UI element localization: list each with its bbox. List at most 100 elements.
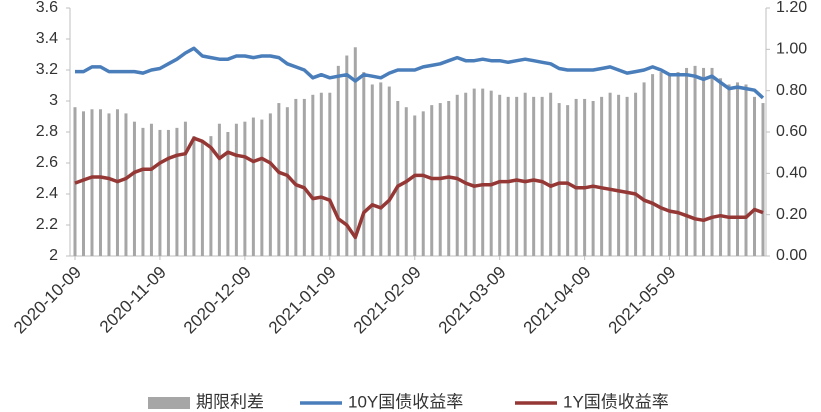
bar xyxy=(540,96,544,256)
bar xyxy=(294,98,298,256)
bar xyxy=(81,111,85,256)
bar xyxy=(702,67,706,256)
bar xyxy=(200,142,204,256)
bar xyxy=(90,109,94,257)
y2-tick-label: 1.20 xyxy=(776,0,807,16)
bar xyxy=(710,67,714,256)
bar xyxy=(183,121,187,257)
bar xyxy=(260,119,264,256)
bar xyxy=(421,111,425,256)
bar xyxy=(285,107,289,256)
legend-label: 期限利差 xyxy=(196,392,264,411)
x-tick-label: 2021-01-09 xyxy=(265,263,340,338)
bar xyxy=(243,121,247,257)
bar xyxy=(217,123,221,256)
bar xyxy=(642,82,646,257)
x-tick-label: 2020-12-09 xyxy=(180,263,255,338)
bar xyxy=(124,113,128,257)
bar xyxy=(311,94,315,256)
bar xyxy=(761,103,765,256)
bar xyxy=(149,123,153,256)
bar xyxy=(455,94,459,256)
bar xyxy=(608,92,612,256)
x-tick-label: 2021-05-09 xyxy=(605,263,680,338)
bar xyxy=(693,65,697,256)
bar xyxy=(396,101,400,256)
bar xyxy=(430,105,434,256)
x-tick-label: 2020-10-09 xyxy=(10,263,85,338)
bar xyxy=(659,72,663,256)
bar xyxy=(158,129,162,256)
bar xyxy=(532,96,536,256)
bar xyxy=(464,92,468,256)
y2-tick-label: 0.00 xyxy=(776,247,807,264)
legend-label: 1Y国债收益率 xyxy=(563,392,669,411)
bar xyxy=(319,92,323,256)
bar xyxy=(753,96,757,256)
y-tick-label: 3 xyxy=(49,92,58,109)
bar xyxy=(685,67,689,256)
y2-tick-label: 0.60 xyxy=(776,123,807,140)
bar xyxy=(634,92,638,256)
bar xyxy=(600,96,604,256)
bar xyxy=(719,78,723,257)
x-tick-label: 2021-03-09 xyxy=(435,263,510,338)
bar xyxy=(353,47,357,257)
bar xyxy=(574,98,578,256)
bar xyxy=(98,109,102,257)
y-tick-label: 2.8 xyxy=(36,123,58,140)
bar xyxy=(489,90,493,257)
bar xyxy=(268,113,272,257)
y2-tick-label: 0.20 xyxy=(776,206,807,223)
y-tick-label: 2.2 xyxy=(36,216,58,233)
bar xyxy=(251,117,255,257)
bar xyxy=(506,96,510,256)
bar xyxy=(345,55,349,257)
y-tick-label: 2 xyxy=(49,247,58,264)
bar xyxy=(676,72,680,256)
bar xyxy=(370,84,374,256)
bar xyxy=(379,82,383,257)
line xyxy=(75,46,765,100)
y-tick-label: 2.4 xyxy=(36,185,58,202)
bar xyxy=(625,96,629,256)
bar xyxy=(277,103,281,256)
y-tick-label: 2.6 xyxy=(36,154,58,171)
bar xyxy=(209,136,213,256)
bar xyxy=(566,105,570,256)
bar xyxy=(362,72,366,256)
bar xyxy=(557,103,561,256)
bar xyxy=(166,129,170,256)
bar xyxy=(328,92,332,256)
bar xyxy=(651,74,655,256)
bar xyxy=(132,121,136,257)
bar xyxy=(498,94,502,256)
bar xyxy=(336,65,340,256)
bar xyxy=(549,92,553,256)
bar xyxy=(617,94,621,256)
y-tick-label: 3.6 xyxy=(36,0,58,16)
bar xyxy=(413,115,417,256)
legend-swatch xyxy=(148,397,190,409)
bar xyxy=(515,96,519,256)
legend-label: 10Y国债收益率 xyxy=(348,392,463,411)
bar xyxy=(523,92,527,256)
bar xyxy=(472,88,476,256)
bar xyxy=(583,98,587,256)
y-tick-label: 3.4 xyxy=(36,30,58,47)
bar xyxy=(744,84,748,256)
line xyxy=(74,136,764,240)
bar xyxy=(387,86,391,257)
bar xyxy=(175,127,179,256)
bar xyxy=(141,127,145,256)
bar xyxy=(668,74,672,256)
bar xyxy=(727,84,731,256)
bar xyxy=(302,98,306,256)
bar xyxy=(736,82,740,257)
y2-tick-label: 0.80 xyxy=(776,82,807,99)
x-tick-label: 2021-04-09 xyxy=(520,263,595,338)
x-tick-label: 2021-02-09 xyxy=(350,263,425,338)
bar xyxy=(226,132,230,256)
y-tick-label: 3.2 xyxy=(36,61,58,78)
